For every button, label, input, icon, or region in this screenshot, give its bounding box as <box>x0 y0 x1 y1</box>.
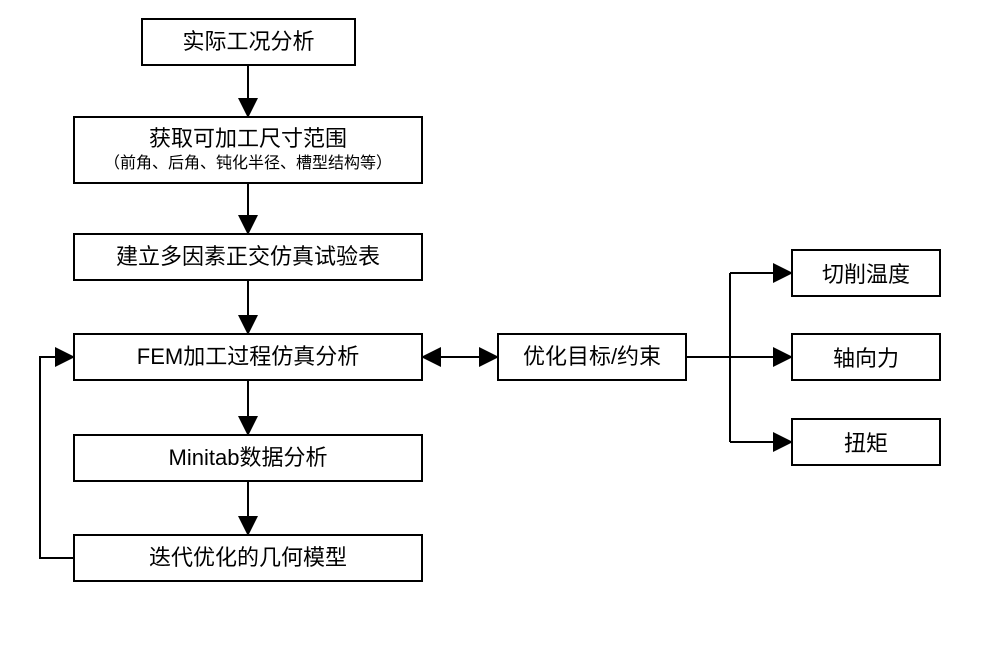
node-machinable-range: 获取可加工尺寸范围 （前角、后角、钝化半径、槽型结构等） <box>73 116 423 184</box>
node-fem-simulation: FEM加工过程仿真分析 <box>73 333 423 381</box>
node-label: 优化目标/约束 <box>523 343 661 372</box>
node-label: 获取可加工尺寸范围 <box>149 125 347 154</box>
node-label: 迭代优化的几何模型 <box>149 544 347 573</box>
node-axial-force: 轴向力 <box>791 333 941 381</box>
node-label: Minitab数据分析 <box>169 444 328 473</box>
node-orthogonal-table: 建立多因素正交仿真试验表 <box>73 233 423 281</box>
node-sublabel: （前角、后角、钝化半径、槽型结构等） <box>104 154 392 175</box>
node-label: 扭矩 <box>844 426 888 458</box>
node-label: 切削温度 <box>822 257 910 289</box>
node-cutting-temp: 切削温度 <box>791 249 941 297</box>
node-label: FEM加工过程仿真分析 <box>137 343 359 372</box>
node-iterative-model: 迭代优化的几何模型 <box>73 534 423 582</box>
node-optimization-target: 优化目标/约束 <box>497 333 687 381</box>
node-label: 实际工况分析 <box>182 28 314 57</box>
node-minitab-analysis: Minitab数据分析 <box>73 434 423 482</box>
node-label: 建立多因素正交仿真试验表 <box>116 243 380 272</box>
node-label: 轴向力 <box>833 341 899 373</box>
node-actual-condition: 实际工况分析 <box>141 18 356 66</box>
node-torque: 扭矩 <box>791 418 941 466</box>
